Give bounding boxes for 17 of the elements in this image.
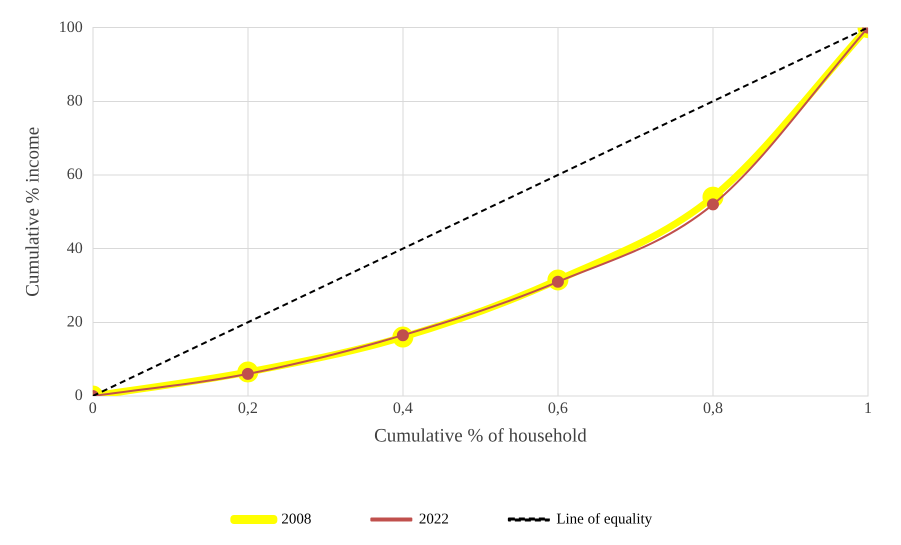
y-tick-label: 60 bbox=[66, 166, 83, 184]
y-tick-label: 20 bbox=[66, 314, 83, 331]
x-tick-label: 0,8 bbox=[702, 400, 723, 417]
y-tick-label: 40 bbox=[66, 240, 83, 257]
y-tick-label: 80 bbox=[66, 92, 83, 110]
x-tick-label: 0,4 bbox=[392, 400, 413, 417]
x-tick-label: 0 bbox=[88, 400, 97, 417]
x-tick-label: 0,2 bbox=[238, 400, 258, 417]
y-tick-label: 100 bbox=[58, 18, 83, 36]
x-tick-label: 0,6 bbox=[548, 400, 568, 417]
y-tick-label: 0 bbox=[74, 387, 83, 404]
x-axis-title: Cumulative % of household bbox=[374, 426, 588, 447]
legend-label: Line of equality bbox=[556, 511, 653, 528]
y-axis-title: Cumulative % income bbox=[22, 126, 44, 297]
x-tick-label: 1 bbox=[864, 400, 872, 417]
legend-label: 2008 bbox=[281, 511, 312, 528]
legend-label: 2022 bbox=[418, 511, 449, 528]
